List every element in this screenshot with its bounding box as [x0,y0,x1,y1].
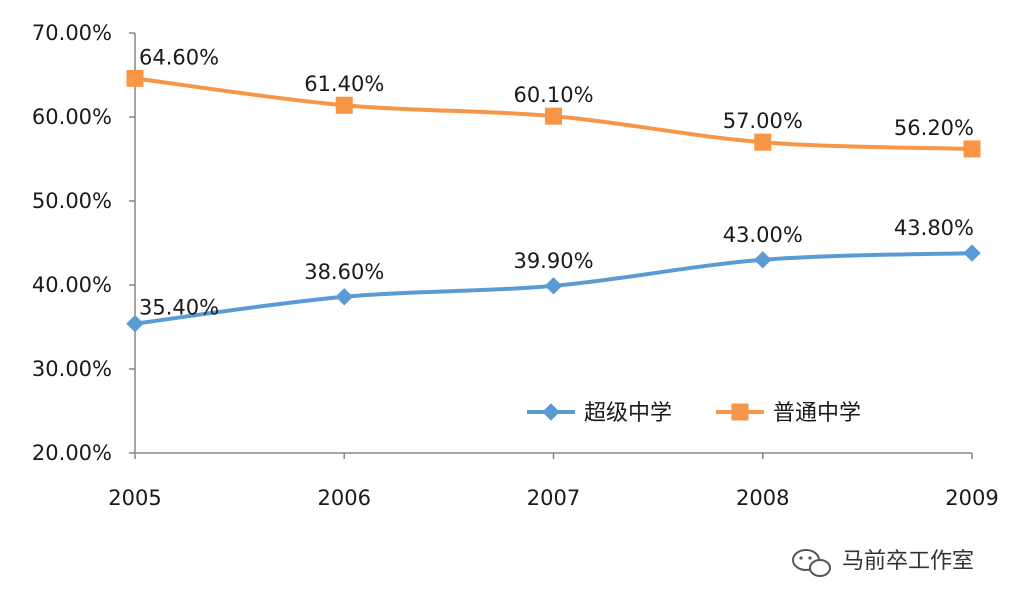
series-layer: 35.40% 38.60% 39.90% 43.00% 43.80% 64.60% 61.4… [126,45,981,333]
x-tick-label: 2008 [736,486,789,510]
data-label: 39.90% [513,249,593,273]
data-point [754,133,772,151]
y-tick-label: 30.00% [32,357,112,381]
data-point [754,251,772,269]
data-label: 57.00% [723,109,803,133]
legend: 超级中学 普通中学 [527,401,861,426]
x-tick-label: 2006 [318,486,371,510]
legend-label: 普通中学 [773,401,861,426]
data-label: 64.60% [139,45,219,69]
legend-swatch-marker [542,403,560,421]
y-tick-label: 70.00% [32,21,112,45]
data-point [545,107,562,125]
legend-item-0: 超级中学 [527,401,672,426]
data-point [335,96,353,114]
legend-item-1: 普通中学 [716,401,861,426]
data-point [335,288,353,306]
data-label: 43.00% [723,223,803,247]
data-point [963,244,981,262]
watermark: 马前卒工作室 [792,549,974,577]
data-point [963,140,981,158]
legend-swatch-marker [731,403,749,421]
watermark-text: 马前卒工作室 [842,549,974,574]
series-0: 35.40% 38.60% 39.90% 43.00% 43.80% [126,216,981,333]
data-point [126,314,144,333]
legend-label: 超级中学 [584,401,672,426]
x-tick-label: 2009 [945,486,998,510]
y-tick-label: 20.00% [32,441,112,465]
x-tick-label: 2007 [527,486,580,510]
data-point [544,277,563,295]
data-label: 56.20% [894,116,974,140]
data-label: 61.40% [304,72,384,96]
series-1: 64.60% 61.40% 60.10% 57.00% 56.20% [126,45,981,158]
data-point [126,69,144,87]
data-label: 43.80% [894,216,974,240]
axes: 20.00% 30.00% 40.00% 50.00% 60.00% 70.00% 2005… [32,21,999,510]
x-tick-label: 2005 [108,486,161,510]
y-tick-label: 60.00% [32,105,112,129]
data-label: 38.60% [304,260,384,284]
y-tick-label: 40.00% [32,273,112,297]
data-label: 35.40% [139,296,219,320]
y-tick-label: 50.00% [32,189,112,213]
data-label: 60.10% [513,83,593,107]
wechat-icon [792,549,831,577]
